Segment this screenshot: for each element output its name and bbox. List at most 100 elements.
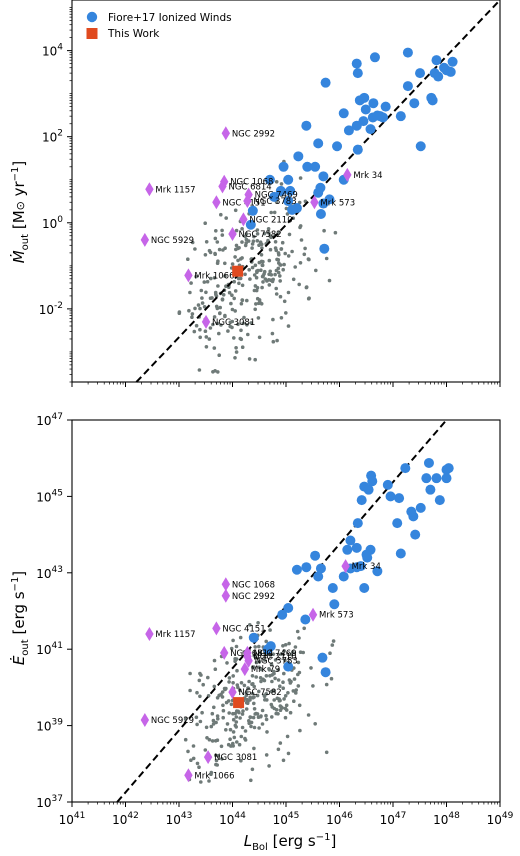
- background-point: [276, 678, 281, 682]
- fiore-point: [431, 55, 442, 66]
- background-point: [259, 253, 264, 257]
- background-point: [306, 257, 311, 261]
- background-point: [275, 338, 279, 343]
- background-point: [264, 692, 269, 696]
- background-point: [239, 681, 244, 685]
- background-point: [234, 350, 239, 354]
- background-point: [273, 676, 277, 681]
- background-point: [219, 323, 223, 327]
- background-point: [190, 312, 195, 316]
- x-tick-label: 1045: [273, 811, 300, 827]
- x-tick-label: 1044: [219, 811, 246, 827]
- fiore-point: [434, 495, 445, 506]
- legend-fiore-marker: [86, 11, 98, 23]
- background-point: [215, 738, 220, 742]
- fiore-point: [375, 111, 386, 122]
- background-point: [252, 707, 257, 711]
- background-point: [218, 311, 222, 315]
- background-point: [227, 680, 231, 684]
- background-point: [303, 246, 307, 251]
- background-point: [226, 329, 230, 333]
- background-point: [267, 668, 272, 672]
- object-label: NGC 4151: [222, 624, 265, 634]
- background-point: [269, 662, 274, 666]
- background-point: [211, 718, 216, 723]
- background-point: [284, 311, 288, 315]
- object-label: Mrk 1066: [194, 271, 234, 281]
- background-point: [281, 758, 286, 763]
- background-point: [204, 240, 209, 244]
- background-point: [214, 304, 219, 309]
- x-tick-label: 1043: [166, 811, 193, 827]
- background-point: [224, 216, 228, 220]
- x-tick-label: 1042: [112, 811, 139, 827]
- background-point: [248, 715, 252, 719]
- background-point: [250, 691, 255, 696]
- background-point: [296, 684, 301, 688]
- background-point: [228, 737, 232, 741]
- background-point: [282, 649, 287, 653]
- fiore-point: [269, 191, 280, 202]
- background-point: [245, 323, 249, 327]
- background-point: [240, 240, 244, 244]
- background-point: [213, 369, 217, 373]
- background-point: [250, 246, 254, 250]
- background-point: [189, 758, 193, 762]
- background-point: [236, 709, 240, 714]
- background-point: [204, 345, 209, 349]
- background-point: [274, 286, 279, 291]
- background-point: [198, 694, 202, 699]
- background-point: [211, 322, 215, 327]
- object-label: NGC 2992: [232, 129, 275, 139]
- fiore-point: [385, 491, 396, 502]
- background-point: [280, 240, 285, 245]
- object-label: NGC 5929: [151, 716, 194, 726]
- background-point: [246, 686, 251, 691]
- background-point: [223, 313, 227, 318]
- background-point: [237, 742, 242, 747]
- fiore-point: [248, 632, 259, 643]
- background-point: [291, 277, 296, 282]
- background-point: [329, 676, 334, 681]
- background-point: [276, 258, 281, 262]
- x-tick-label: 1048: [433, 811, 460, 827]
- literature-point: [218, 179, 227, 194]
- background-point: [261, 677, 265, 682]
- fiore-point: [264, 174, 275, 185]
- fiore-point: [402, 81, 413, 92]
- background-point: [265, 730, 269, 734]
- fiore-point: [359, 583, 370, 594]
- background-point: [263, 277, 268, 281]
- fiore-point: [441, 473, 452, 484]
- background-point: [224, 728, 228, 732]
- object-label: NGC 7469: [255, 191, 298, 201]
- background-point: [286, 324, 291, 328]
- background-point: [242, 315, 246, 320]
- background-point: [298, 261, 303, 265]
- background-point: [212, 346, 217, 350]
- background-point: [248, 623, 252, 627]
- background-point: [255, 270, 259, 275]
- background-point: [240, 712, 245, 716]
- background-point: [204, 725, 209, 730]
- object-label: NGC 3783: [253, 197, 296, 207]
- legend-this-work-label: This Work: [107, 28, 160, 40]
- background-point: [200, 710, 204, 715]
- background-point: [257, 726, 261, 730]
- background-point: [214, 229, 218, 233]
- literature-point: [221, 126, 231, 141]
- literature-point: [240, 662, 250, 677]
- bottom-y-axis-title: Ėout [erg s−1]: [9, 571, 31, 665]
- bottom-literature-points: NGC 1068 NGC 2992 Mrk 1157 NGC 4151 NGC 6814…: [140, 559, 381, 783]
- background-point: [252, 725, 257, 730]
- background-point: [188, 671, 192, 676]
- fiore-point: [277, 609, 288, 620]
- background-point: [231, 674, 235, 678]
- fiore-point: [447, 56, 458, 67]
- background-point: [229, 646, 234, 651]
- background-point: [183, 717, 188, 721]
- fiore-point: [313, 187, 324, 198]
- background-point: [213, 236, 218, 241]
